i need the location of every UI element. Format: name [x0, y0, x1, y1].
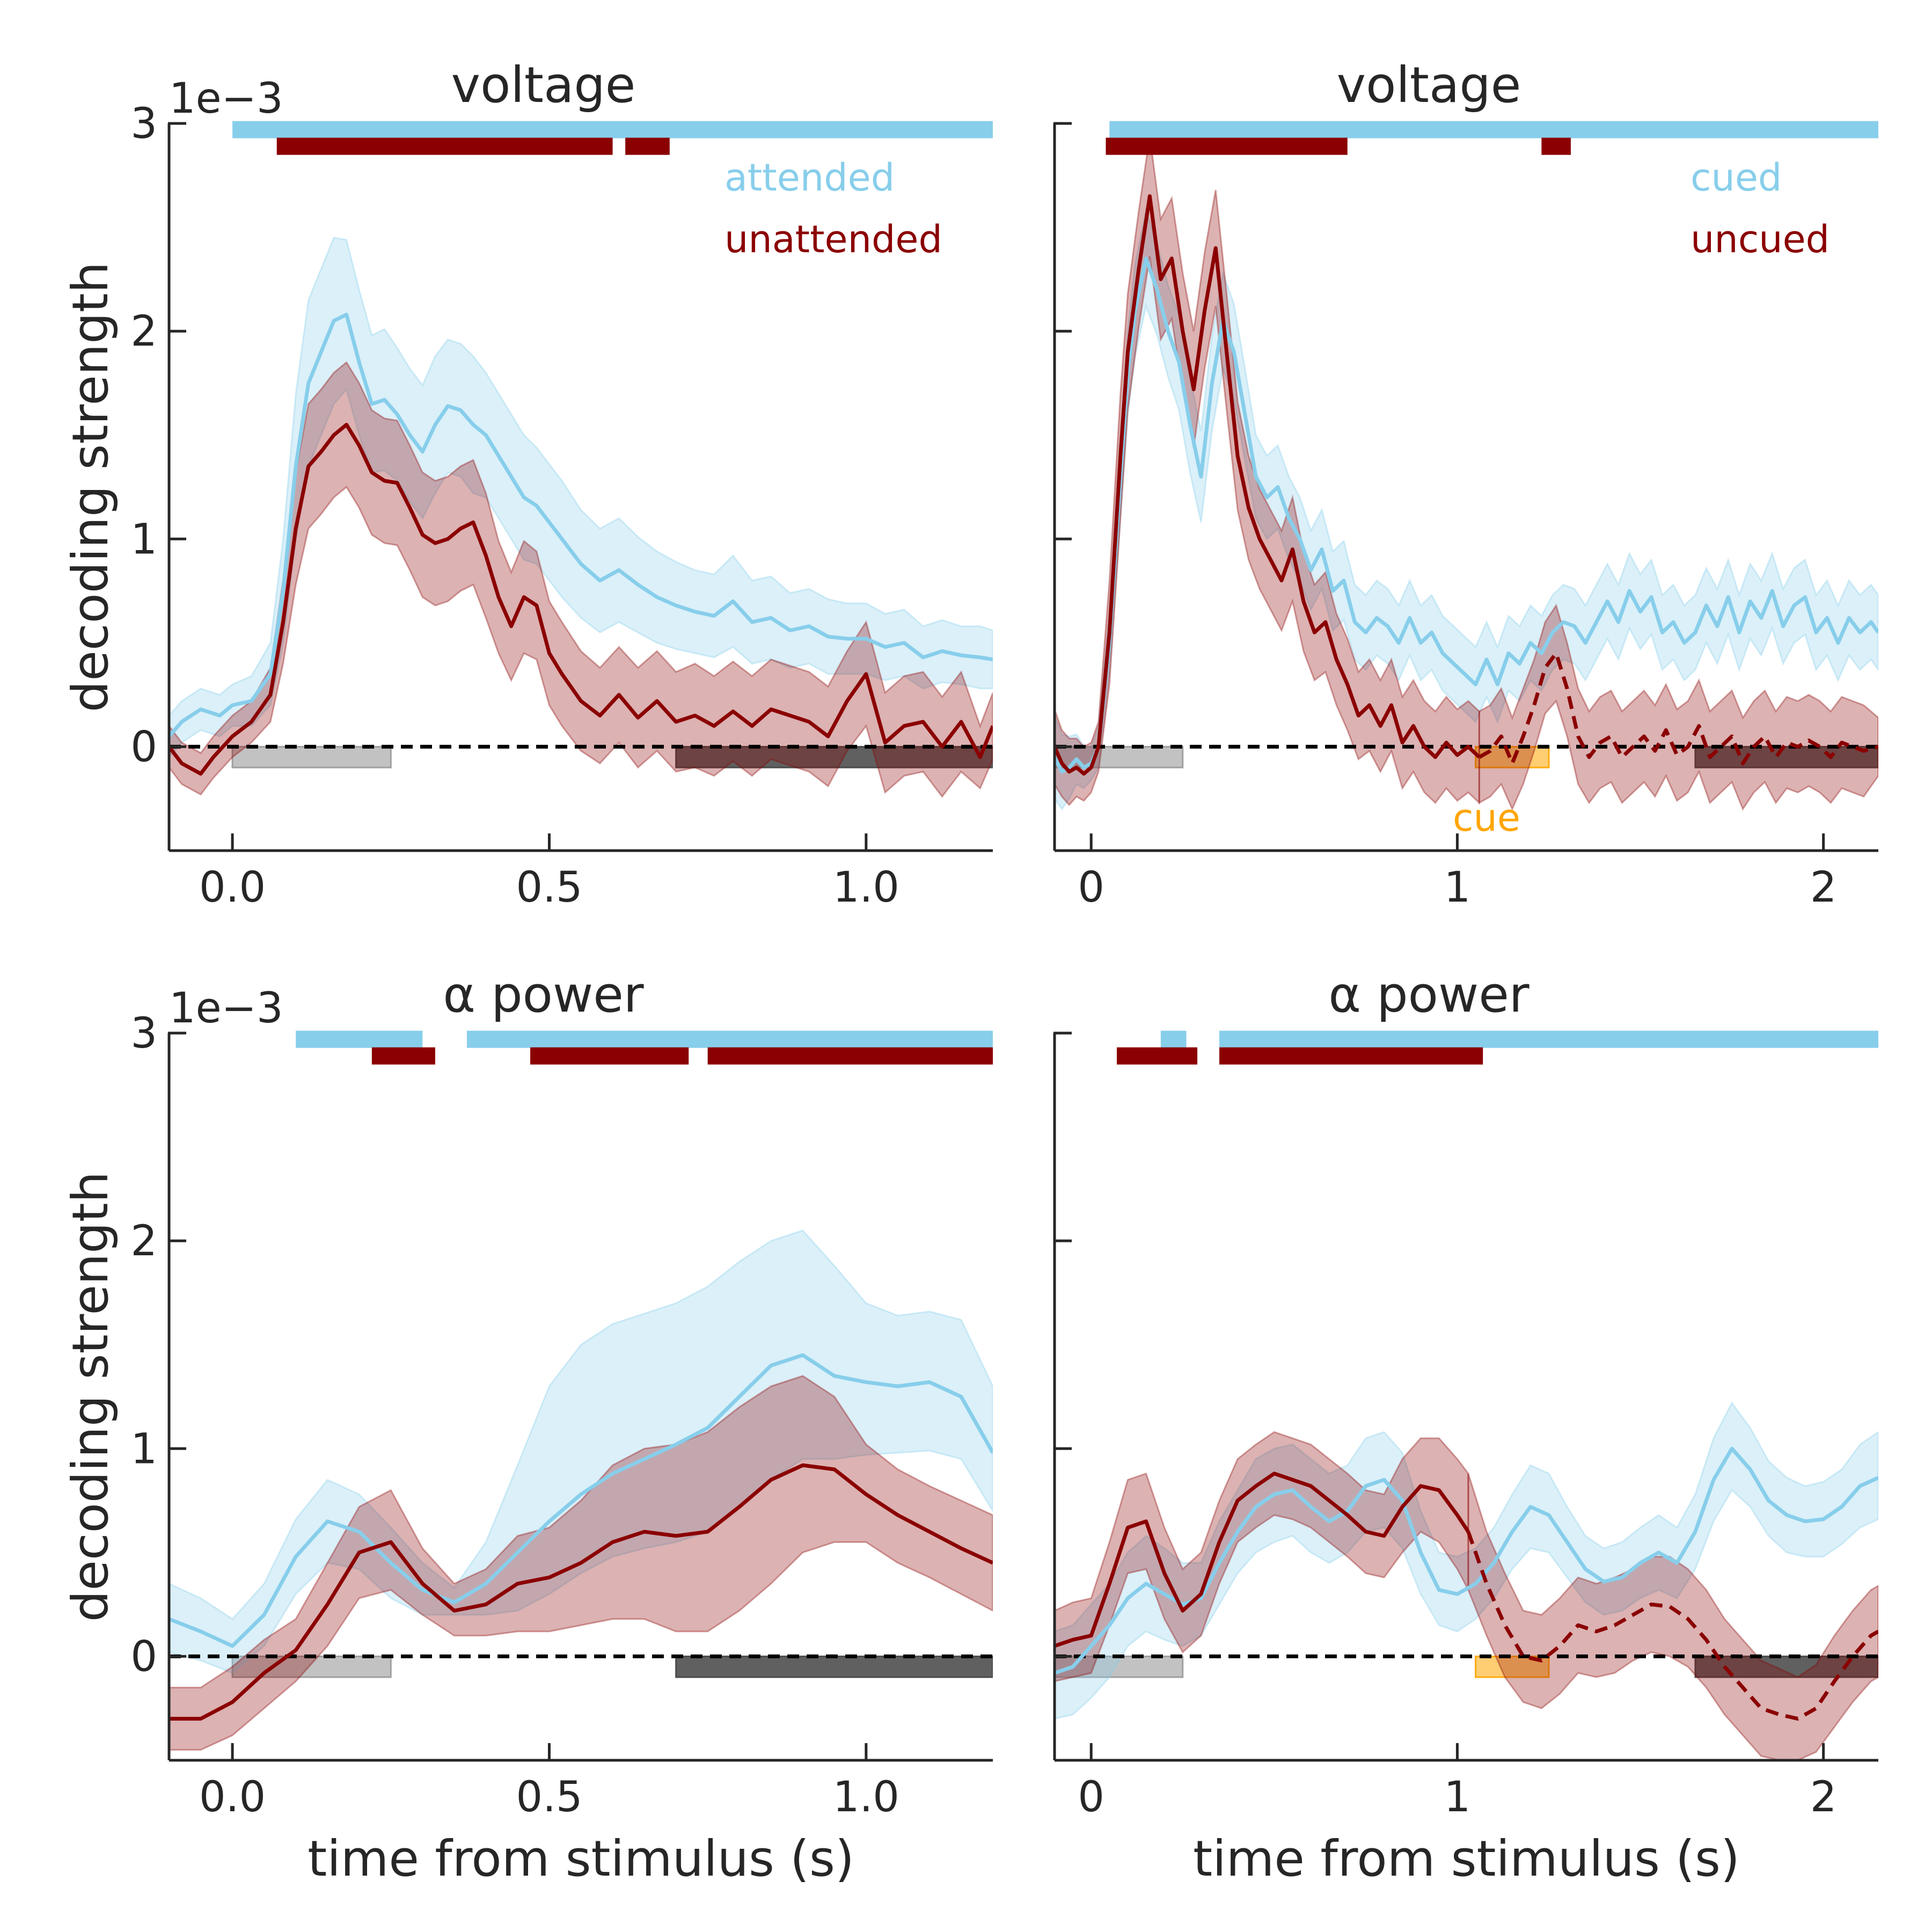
line-attended — [169, 312, 993, 738]
x-tick-label: 1.0 — [833, 863, 899, 912]
line-attended — [169, 1353, 993, 1648]
panel-voltage-cue: 0 1 2 voltage cued uncued cue — [1053, 56, 1878, 912]
plot-area — [169, 1030, 993, 1751]
band-unattended — [169, 361, 993, 798]
panel-voltage-attention: 0 1 2 3 0.0 0.5 1.0 voltage 1e−3 decoding strengt… — [62, 56, 993, 912]
x-tick-label: 1 — [1444, 1773, 1471, 1821]
y-tick-label: 0 — [130, 1633, 157, 1681]
line-unattended — [169, 1463, 993, 1721]
line-uncued-dashed — [1466, 1531, 1878, 1721]
y-tick-label: 1 — [130, 515, 157, 564]
x-tick-label: 0.5 — [516, 863, 582, 912]
significance-bar-cued — [1160, 1030, 1187, 1048]
y-tick-label: 3 — [130, 1009, 157, 1058]
y-tick-label: 1 — [130, 1425, 157, 1473]
significance-bar-uncued — [1541, 137, 1571, 155]
band-uncued-dashed — [1478, 603, 1878, 811]
line-uncued-dashed — [1478, 651, 1878, 765]
chart-title: α power — [1328, 966, 1529, 1023]
significance-bar-unattended — [371, 1047, 435, 1065]
x-tick-label: 2 — [1810, 863, 1837, 912]
cue-annotation: cue — [1453, 796, 1520, 840]
line-uncued — [1055, 1472, 1470, 1648]
x-tick-label: 0.0 — [199, 863, 266, 912]
x-tick-label: 0 — [1078, 1773, 1104, 1821]
baseline_light-patch — [231, 1655, 392, 1678]
band-cued — [1055, 207, 1878, 811]
baseline_dark-patch — [1694, 745, 1878, 769]
significance-bar-unattended — [707, 1047, 993, 1065]
significance-bar-uncued — [1116, 1047, 1198, 1065]
y-offset-text: 1e−3 — [169, 984, 283, 1033]
y-offset-text: 1e−3 — [169, 75, 283, 123]
x-tick-label: 1 — [1444, 863, 1471, 912]
x-tick-label: 0.0 — [199, 1773, 266, 1821]
legend-entry: uncued — [1690, 217, 1829, 261]
panel-alpha-attention: 0 1 2 3 0.0 0.5 1.0 α power 1e−3 decoding strengt… — [62, 966, 993, 1887]
plot-area — [1055, 121, 1878, 811]
significance-bar-uncued — [1106, 137, 1348, 155]
significance-bar-cued — [1219, 1030, 1878, 1048]
significance-bar-uncued — [1219, 1047, 1483, 1065]
significance-bar-attended — [296, 1030, 423, 1048]
significance-bar-cued — [1109, 121, 1878, 138]
x-tick-label: 2 — [1810, 1773, 1837, 1821]
x-tick-label: 1.0 — [833, 1773, 899, 1821]
legend-entry: attended — [724, 156, 895, 200]
x-axis-label: time from stimulus (s) — [1193, 1830, 1740, 1887]
y-tick-label: 0 — [130, 723, 157, 771]
significance-bar-attended — [232, 121, 993, 138]
baseline_dark-patch — [675, 1655, 993, 1678]
y-axis-label: decoding strength — [62, 1172, 119, 1622]
x-axis-label: time from stimulus (s) — [308, 1830, 854, 1887]
legend-entry: unattended — [724, 217, 942, 261]
y-tick-label: 3 — [130, 100, 157, 148]
significance-bar-unattended — [276, 137, 613, 155]
baseline_light-patch — [231, 745, 392, 769]
legend-entry: cued — [1690, 156, 1782, 200]
line-unattended — [169, 422, 993, 776]
significance-bar-unattended — [625, 137, 670, 155]
chart-title: voltage — [451, 56, 636, 114]
line-cued — [1055, 257, 1878, 774]
significance-bar-attended — [466, 1030, 993, 1048]
baseline_dark-patch — [675, 745, 993, 769]
panel-alpha-cue: 0 1 2 α power time from stimulus (s) — [1053, 966, 1878, 1887]
x-tick-label: 0.5 — [516, 1773, 582, 1821]
band-attended — [169, 1230, 993, 1674]
significance-bar-unattended — [530, 1047, 689, 1065]
line-uncued — [1055, 194, 1481, 776]
plot-area — [1055, 1030, 1878, 1760]
chart-title: α power — [443, 966, 643, 1023]
plot-area — [169, 121, 993, 798]
y-tick-label: 2 — [130, 1217, 157, 1265]
x-tick-label: 0 — [1078, 863, 1104, 912]
y-tick-label: 2 — [130, 308, 157, 356]
y-axis-label: decoding strength — [62, 262, 119, 712]
chart-title: voltage — [1337, 56, 1521, 114]
